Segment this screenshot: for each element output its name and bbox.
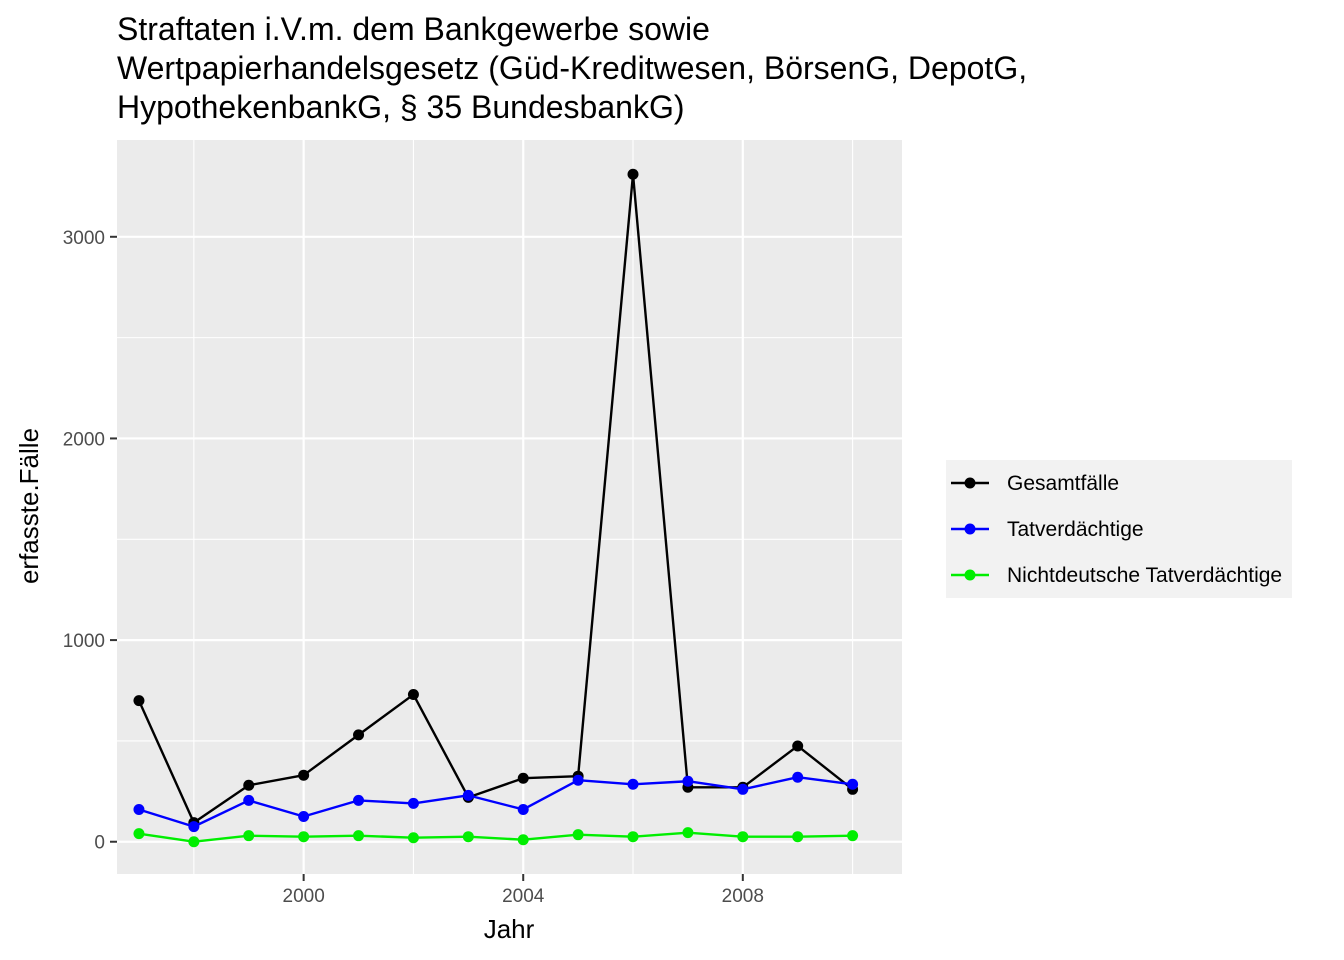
- series-2-point-0: [133, 828, 145, 840]
- y-tick-label-2: 2000: [63, 429, 105, 450]
- legend-label-0: Gesamtfälle: [1007, 472, 1119, 495]
- series-0-point-5: [407, 689, 419, 701]
- x-tick-label-0: 2000: [283, 886, 325, 907]
- series-1-point-8: [572, 774, 584, 786]
- series-1-point-6: [462, 789, 474, 801]
- series-1-point-9: [627, 778, 639, 790]
- legend-key-2: [951, 569, 989, 581]
- y-tick-label-0: 0: [94, 833, 105, 854]
- series-layer: [133, 168, 859, 848]
- x-tick-label-1: 2004: [502, 886, 545, 907]
- series-1-point-7: [517, 803, 529, 815]
- series-1-point-5: [407, 797, 419, 809]
- series-2-point-8: [572, 829, 584, 841]
- x-axis-title: Jahr: [484, 914, 535, 944]
- series-1-point-3: [298, 811, 310, 823]
- x-tick-label-2: 2008: [722, 886, 764, 907]
- chart-title: Straftaten i.V.m. dem Bankgewerbe sowie …: [117, 11, 1027, 125]
- series-0-point-12: [792, 740, 804, 752]
- series-1: [133, 771, 859, 833]
- legend: Gesamtfälle Tatverdächtige Nichtdeutsche T…: [946, 460, 1292, 598]
- series-2-point-3: [298, 831, 310, 843]
- y-tick-label-3: 3000: [63, 228, 105, 249]
- series-2-point-2: [243, 830, 255, 842]
- series-2-point-10: [682, 827, 694, 839]
- series-1-point-1: [188, 821, 200, 833]
- series-1-point-0: [133, 803, 145, 815]
- y-tick-label-1: 1000: [63, 631, 105, 652]
- series-1-point-10: [682, 775, 694, 787]
- legend-key-0: [951, 477, 989, 489]
- series-2-point-12: [792, 831, 804, 843]
- series-2-point-9: [627, 831, 639, 843]
- legend-key-1: [951, 523, 989, 535]
- series-0-point-9: [627, 168, 639, 180]
- series-1-point-11: [737, 783, 749, 795]
- series-line-2: [138, 831, 853, 843]
- series-2-point-1: [188, 836, 200, 848]
- series-0-point-7: [517, 772, 529, 784]
- series-2-point-7: [517, 834, 529, 846]
- series-2-point-11: [737, 831, 749, 843]
- grid-major: [117, 140, 902, 874]
- series-line-1: [138, 776, 853, 828]
- series-2-point-4: [353, 830, 365, 842]
- series-2-point-13: [847, 830, 859, 842]
- x-axis: 2000 2004 2008: [283, 874, 764, 907]
- series-0-point-0: [133, 695, 145, 707]
- series-2-point-6: [462, 831, 474, 843]
- legend-key-point-0: [964, 477, 976, 489]
- series-1-point-2: [243, 794, 255, 806]
- chart-title-line-1: Straftaten i.V.m. dem Bankgewerbe sowie: [117, 11, 710, 47]
- legend-label-1: Tatverdächtige: [1007, 518, 1144, 541]
- series-2: [133, 827, 859, 848]
- series-1-point-12: [792, 771, 804, 783]
- legend-key-point-2: [964, 569, 976, 581]
- y-axis-title: erfasste.Fälle: [14, 428, 44, 584]
- chart-title-line-2: Wertpapierhandelsgesetz (Güd-Kreditwesen…: [117, 50, 1027, 86]
- series-1-point-13: [847, 778, 859, 790]
- series-2-point-5: [407, 832, 419, 844]
- y-axis: 0 1000 2000 3000: [63, 228, 117, 854]
- grid-minor: [117, 140, 902, 874]
- plot-panel: [117, 140, 902, 874]
- series-0-point-3: [298, 769, 310, 781]
- legend-key-point-1: [964, 523, 976, 535]
- chart-title-line-3: HypothekenbankG, § 35 BundesbankG): [117, 89, 684, 125]
- legend-background: [946, 460, 1292, 598]
- series-0-point-4: [353, 729, 365, 741]
- series-0-point-2: [243, 779, 255, 791]
- legend-label-2: Nichtdeutsche Tatverdächtige: [1007, 564, 1282, 587]
- series-1-point-4: [353, 794, 365, 806]
